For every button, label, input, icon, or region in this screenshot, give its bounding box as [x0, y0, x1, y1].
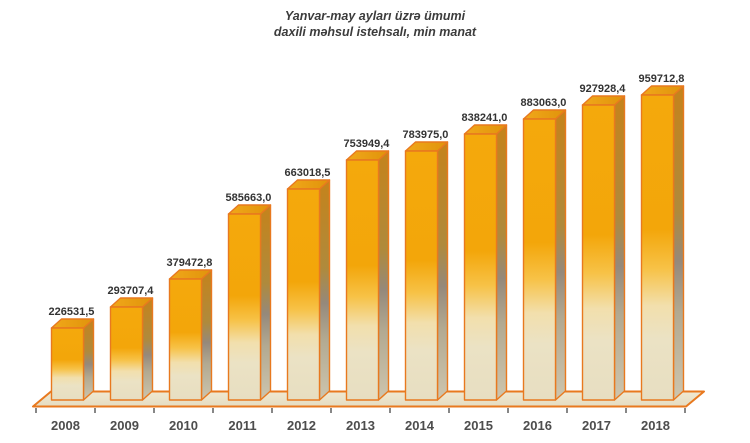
bar-side-face	[377, 150, 390, 401]
bar-group-2011: 585663,0 2011	[226, 192, 272, 433]
bar-front-face	[109, 306, 144, 401]
bar-group-2017: 927928,4 2017	[580, 83, 627, 433]
bar-side-face	[436, 141, 449, 401]
x-axis-year-label: 2013	[346, 418, 375, 433]
bar-front-face	[227, 213, 262, 401]
bar-value-label: 883063,0	[521, 97, 567, 109]
bar-group-2010: 379472,8 2010	[167, 257, 213, 433]
chart-title-line1: Yanvar-may ayları üzrə ümumi	[284, 9, 466, 23]
bar-value-label: 379472,8	[167, 257, 213, 269]
bar-value-label: 927928,4	[580, 83, 627, 95]
bar-side-face	[554, 109, 567, 401]
x-axis-year-label: 2009	[110, 418, 139, 433]
bar-group-2015: 838241,0 2015	[462, 112, 508, 433]
bar-group-2014: 783975,0 2014	[403, 129, 449, 433]
bar-value-label: 753949,4	[344, 138, 391, 150]
bar-side-face	[82, 318, 95, 401]
x-axis-year-label: 2012	[287, 418, 316, 433]
bar-group-2012: 663018,5 2012	[285, 167, 331, 433]
bar-value-label: 293707,4	[108, 285, 155, 297]
bar-front-face	[168, 278, 203, 401]
bar-front-face	[50, 327, 85, 401]
bar-group-2018: 959712,8 2018	[639, 73, 685, 433]
bar-group-2016: 883063,0 2016	[521, 97, 567, 433]
x-axis-year-label: 2011	[228, 418, 256, 433]
bar-value-label: 226531,5	[49, 306, 95, 318]
bar-front-face	[581, 104, 616, 401]
bar-side-face	[200, 269, 213, 401]
bar-group-2008: 226531,5 2008	[49, 306, 95, 433]
bar-side-face	[318, 179, 331, 401]
bar-value-label: 663018,5	[285, 167, 331, 179]
bar-value-label: 783975,0	[403, 129, 449, 141]
bar-front-face	[404, 150, 439, 401]
bar-side-face	[259, 204, 272, 401]
bar-front-face	[286, 188, 321, 401]
bar-front-face	[640, 94, 675, 401]
bar-front-face	[522, 118, 557, 401]
x-axis-year-label: 2008	[51, 418, 80, 433]
x-axis-year-label: 2015	[464, 418, 493, 433]
x-axis-year-label: 2010	[169, 418, 198, 433]
bar-front-face	[463, 133, 498, 401]
bar-side-face	[613, 95, 626, 401]
chart-title-line2: daxili məhsul istehsalı, min manat	[273, 25, 477, 39]
x-axis-year-label: 2014	[405, 418, 435, 433]
bar-group-2013: 753949,4 2013	[344, 138, 391, 433]
bar-group-2009: 293707,4 2009	[108, 285, 155, 433]
x-axis-year-label: 2016	[523, 418, 552, 433]
bar-side-face	[141, 297, 154, 401]
bar-front-face	[345, 159, 380, 401]
x-axis-year-label: 2017	[582, 418, 611, 433]
bar-value-label: 585663,0	[226, 192, 272, 204]
bar-value-label: 838241,0	[462, 112, 508, 124]
bar-value-label: 959712,8	[639, 73, 685, 85]
bar-side-face	[672, 85, 685, 401]
bar-side-face	[495, 124, 508, 401]
x-axis-year-label: 2018	[641, 418, 670, 433]
chart-title: Yanvar-may ayları üzrə ümumi daxili məhs…	[0, 8, 750, 40]
